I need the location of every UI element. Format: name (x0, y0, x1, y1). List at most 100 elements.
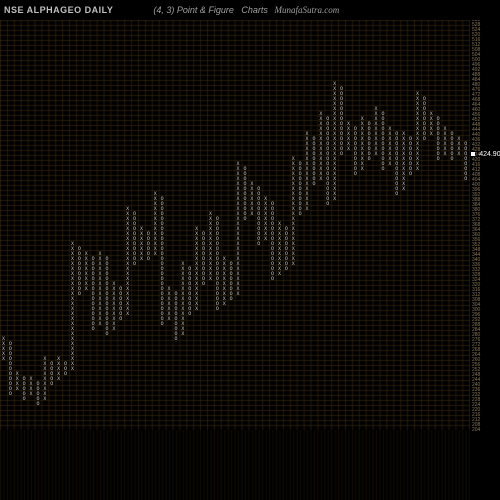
x-mark: X (69, 367, 76, 372)
o-mark: O (352, 157, 359, 162)
o-mark: O (214, 272, 221, 277)
o-mark: O (393, 182, 400, 187)
x-mark: X (304, 147, 311, 152)
o-mark: O (131, 257, 138, 262)
x-mark: X (359, 162, 366, 167)
o-mark: O (35, 392, 42, 397)
o-mark: O (255, 207, 262, 212)
o-mark: O (7, 377, 14, 382)
o-mark: O (48, 377, 55, 382)
x-mark: X (414, 112, 421, 117)
o-mark: O (7, 392, 14, 397)
o-mark: O (393, 162, 400, 167)
x-mark: X (152, 202, 159, 207)
x-mark: X (359, 142, 366, 147)
x-mark: X (290, 237, 297, 242)
x-mark: X (179, 272, 186, 277)
o-mark: O (159, 222, 166, 227)
o-mark: O (228, 277, 235, 282)
x-mark: X (193, 252, 200, 257)
x-mark: X (235, 222, 242, 227)
o-mark: O (393, 152, 400, 157)
x-mark: X (262, 237, 269, 242)
x-mark: X (41, 357, 48, 362)
o-mark: O (435, 137, 442, 142)
o-mark: O (131, 232, 138, 237)
x-mark: X (235, 232, 242, 237)
o-mark: O (462, 157, 469, 162)
o-mark: O (338, 112, 345, 117)
x-mark: X (138, 227, 145, 232)
x-mark: X (414, 122, 421, 127)
o-mark: O (283, 262, 290, 267)
x-mark: X (124, 272, 131, 277)
x-mark: X (290, 252, 297, 257)
o-mark: O (449, 157, 456, 162)
o-mark: O (297, 202, 304, 207)
x-mark: X (304, 142, 311, 147)
o-mark: O (7, 342, 14, 347)
x-mark: X (400, 162, 407, 167)
x-mark: X (428, 132, 435, 137)
o-mark: O (269, 237, 276, 242)
x-mark: X (331, 122, 338, 127)
x-mark: X (124, 262, 131, 267)
o-mark: O (338, 107, 345, 112)
x-mark: X (138, 242, 145, 247)
o-mark: O (35, 397, 42, 402)
x-mark: X (262, 197, 269, 202)
x-mark: X (317, 172, 324, 177)
x-mark: X (359, 117, 366, 122)
o-mark: O (104, 292, 111, 297)
o-mark: O (173, 337, 180, 342)
x-mark: X (179, 327, 186, 332)
o-mark: O (90, 267, 97, 272)
o-mark: O (297, 192, 304, 197)
x-mark: X (124, 287, 131, 292)
o-mark: O (366, 137, 373, 142)
x-mark: X (193, 242, 200, 247)
x-mark: X (414, 157, 421, 162)
o-mark: O (449, 132, 456, 137)
x-mark: X (290, 227, 297, 232)
x-mark: X (373, 137, 380, 142)
o-mark: O (131, 242, 138, 247)
x-mark: X (414, 117, 421, 122)
o-mark: O (159, 252, 166, 257)
o-mark: O (380, 127, 387, 132)
x-mark: X (124, 207, 131, 212)
x-mark: X (304, 197, 311, 202)
o-mark: O (352, 162, 359, 167)
x-mark: X (221, 277, 228, 282)
x-mark: X (414, 167, 421, 172)
o-mark: O (366, 132, 373, 137)
x-mark: X (235, 277, 242, 282)
o-mark: O (131, 222, 138, 227)
x-mark: X (235, 292, 242, 297)
o-mark: O (311, 167, 318, 172)
o-mark: O (117, 292, 124, 297)
o-mark: O (159, 197, 166, 202)
o-mark: O (159, 302, 166, 307)
o-mark: O (255, 232, 262, 237)
o-mark: O (35, 402, 42, 407)
o-mark: O (242, 167, 249, 172)
x-mark: X (221, 257, 228, 262)
o-mark: O (104, 277, 111, 282)
x-mark: X (442, 147, 449, 152)
x-mark: X (317, 132, 324, 137)
o-mark: O (269, 252, 276, 257)
o-mark: O (462, 152, 469, 157)
o-mark: O (145, 252, 152, 257)
o-mark: O (352, 142, 359, 147)
o-mark: O (324, 122, 331, 127)
x-mark: X (345, 132, 352, 137)
x-mark: X (262, 212, 269, 217)
x-mark: X (276, 267, 283, 272)
x-mark: X (179, 262, 186, 267)
o-mark: O (366, 157, 373, 162)
x-mark: X (248, 182, 255, 187)
o-mark: O (269, 267, 276, 272)
x-mark: X (110, 297, 117, 302)
o-mark: O (21, 397, 28, 402)
